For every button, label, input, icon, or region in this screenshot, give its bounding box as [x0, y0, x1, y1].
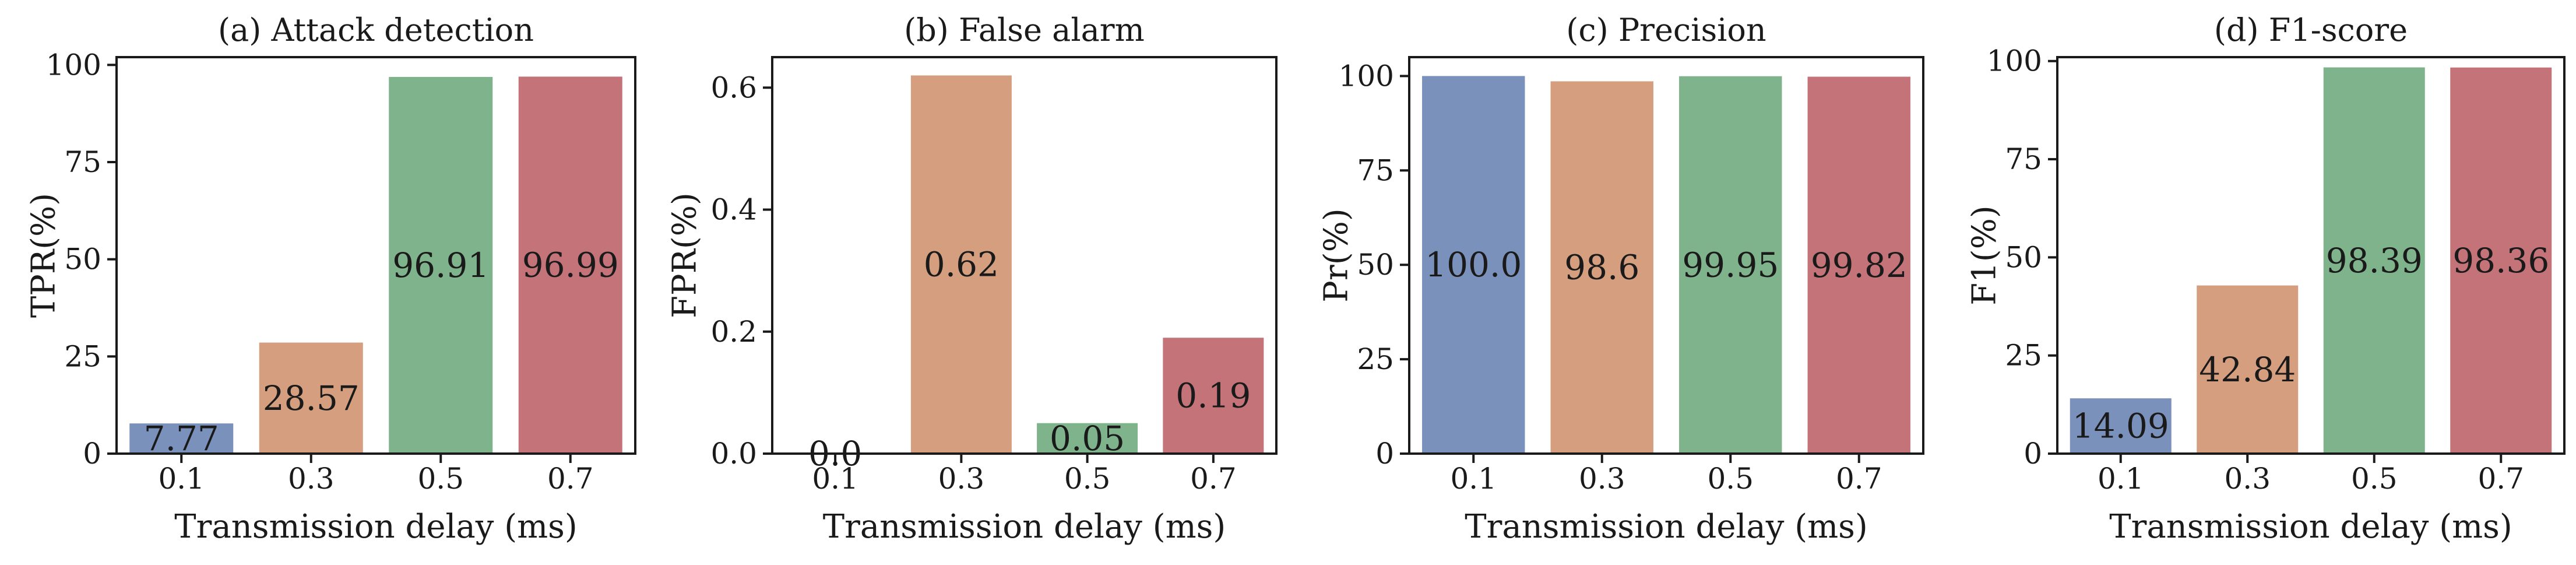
y-tick-label: 0.2 [710, 315, 757, 349]
y-tick-label: 50 [2005, 240, 2042, 274]
x-axis-label: Transmission delay (ms) [823, 508, 1226, 546]
y-tick-label: 50 [1357, 248, 1394, 282]
x-tick-label: 0.7 [1836, 462, 1882, 496]
x-tick-label: 0.7 [2478, 462, 2524, 496]
bar-value-label: 0.62 [924, 245, 999, 285]
y-tick-label: 75 [1357, 153, 1394, 187]
chart-title: (a) Attack detection [218, 12, 534, 48]
bar-value-label: 96.99 [522, 245, 619, 285]
x-axis-label: Transmission delay (ms) [174, 508, 578, 546]
bar-value-label: 0.19 [1176, 376, 1251, 416]
axes-frame [771, 56, 1278, 455]
bar-0.5 [1037, 423, 1138, 454]
bar-value-label: 99.82 [1811, 245, 1908, 285]
chart-title: (b) False alarm [904, 12, 1145, 48]
panel-3: 100.0 98.6 99.95 99.82 0 25 50 75 100 0.1 0.3 0.5 0.… [1318, 12, 1924, 546]
x-tick-label: 0.5 [2351, 462, 2398, 496]
y-tick-label: 0.4 [710, 193, 757, 227]
y-tick-label: 100 [46, 48, 101, 82]
x-tick-label: 0.7 [547, 462, 594, 496]
x-tick-label: 0.1 [158, 462, 205, 496]
bar-0.3 [2197, 285, 2299, 454]
bar-value-label: 99.95 [1682, 245, 1779, 285]
y-tick-label: 25 [64, 339, 101, 373]
axes-frame [1408, 56, 1924, 455]
x-tick-label: 0.5 [1064, 462, 1111, 496]
bar-0.3 [1550, 81, 1653, 454]
y-tick-label: 25 [1357, 342, 1394, 376]
x-axis-label: Transmission delay (ms) [2109, 508, 2512, 546]
bar-0.7 [1807, 76, 1910, 454]
bar-value-label: 28.57 [263, 378, 360, 418]
x-tick-label: 0.5 [1707, 462, 1754, 496]
x-tick-label: 0.3 [2224, 462, 2271, 496]
x-tick-label: 0.5 [417, 462, 464, 496]
x-tick-label: 0.3 [288, 462, 335, 496]
bar-0.7 [518, 76, 622, 454]
y-tick-label: 75 [64, 145, 101, 179]
y-tick-label: 75 [2005, 142, 2042, 176]
y-axis-label: TPR(%) [25, 193, 63, 318]
x-tick-label: 0.7 [1190, 462, 1237, 496]
bar-value-label: 0.05 [1050, 419, 1125, 458]
panel-1: 7.77 28.57 96.91 96.99 0 25 50 75 100 0.1 0.3 0.5 0.… [25, 12, 636, 546]
bar-0.5 [1679, 76, 1782, 454]
y-tick-label: 0 [2024, 437, 2042, 471]
chart-title: (c) Precision [1566, 12, 1766, 48]
y-tick-label: 0 [1375, 437, 1394, 471]
y-tick-label: 100 [1339, 59, 1394, 93]
axes-frame [2056, 56, 2566, 455]
y-tick-label: 25 [2005, 339, 2042, 373]
bar-0.3 [910, 75, 1012, 454]
bar-value-label: 14.09 [2072, 406, 2169, 446]
axes-frame [115, 56, 636, 455]
x-axis-label: Transmission delay (ms) [1465, 508, 1868, 546]
bar-value-label: 7.77 [144, 419, 219, 458]
y-tick-label: 0 [83, 437, 101, 471]
bar-0.1 [129, 423, 234, 454]
y-tick-label: 0.0 [710, 437, 757, 471]
chart-title: (d) F1-score [2214, 12, 2408, 48]
bar-value-label: 98.36 [2452, 241, 2549, 280]
bar-value-label: 96.91 [392, 245, 489, 285]
y-axis-label: F1(%) [1966, 205, 2004, 305]
x-tick-label: 0.1 [2098, 462, 2144, 496]
y-axis-label: Pr(%) [1318, 208, 1356, 302]
bar-value-label: 98.39 [2326, 241, 2423, 280]
bar-value-label: 98.6 [1564, 248, 1639, 287]
bar-0.3 [259, 342, 363, 454]
bar-0.5 [389, 76, 493, 454]
y-tick-label: 50 [64, 243, 101, 276]
bar-value-label: 100.0 [1425, 245, 1522, 285]
x-tick-label: 0.1 [1450, 462, 1497, 496]
bar-0.7 [2450, 67, 2552, 454]
panel-2: 0.00.620.050.190.00.20.40.60.1 0.3 0.5 0.7(… [666, 12, 1278, 546]
bar-0.5 [2323, 67, 2425, 454]
bar-value-label: 42.84 [2199, 350, 2296, 389]
bar-0.1 [1422, 76, 1525, 454]
bar-0.1 [2070, 398, 2172, 454]
x-tick-label: 0.3 [938, 462, 985, 496]
x-tick-label: 0.3 [1579, 462, 1625, 496]
bar-0.7 [1163, 338, 1264, 454]
x-tick-label: 0.1 [812, 462, 858, 496]
y-axis-label: FPR(%) [666, 192, 704, 318]
y-tick-label: 100 [1987, 44, 2042, 78]
panel-4: 14.09 42.84 98.39 98.36 0 25 50 75 100 0.1 0.3 0.5 0… [1966, 12, 2566, 546]
y-tick-label: 0.6 [710, 71, 757, 104]
